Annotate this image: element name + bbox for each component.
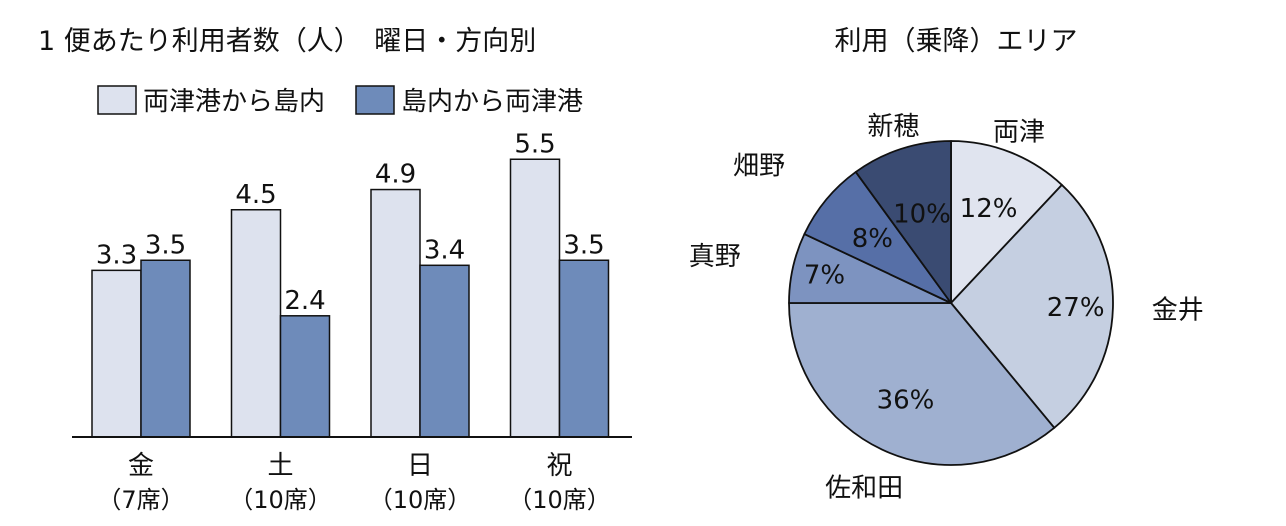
pie-value-label: 12% bbox=[960, 194, 1018, 224]
category-label: 土 bbox=[267, 451, 293, 481]
category-sublabel: （7席） bbox=[97, 486, 184, 514]
bar-value-label: 3.4 bbox=[424, 235, 465, 265]
pie-name-label: 畑野 bbox=[733, 152, 785, 182]
pie-slice-2 bbox=[950, 184, 1114, 429]
bar-2-3 bbox=[419, 264, 470, 438]
category-label: 祝 bbox=[546, 451, 572, 481]
bar-value-label: 3.5 bbox=[563, 230, 604, 260]
bar-value-label: 3.5 bbox=[145, 230, 186, 260]
pie-name-label: 新穂 bbox=[867, 112, 919, 142]
category-sublabel: （10席） bbox=[229, 486, 332, 514]
pie-chart-title: 利用（乗降）エリア bbox=[835, 26, 1078, 57]
pie-value-label: 27% bbox=[1047, 293, 1105, 323]
bar-value-label: 3.3 bbox=[96, 240, 137, 270]
bar-chart-title: 1 便あたり利用者数（人） 曜日・方向別 bbox=[38, 26, 536, 57]
pie-value-label: 7% bbox=[804, 261, 845, 291]
bar-1-2 bbox=[230, 209, 282, 438]
bar-value-label: 2.4 bbox=[284, 286, 325, 316]
bar-legend: 両津港から島内 島内から両津港 bbox=[97, 85, 583, 117]
pie-slice-3 bbox=[788, 302, 1056, 466]
bar-chart: 1 便あたり利用者数（人） 曜日・方向別 両津港から島内 島内から両津港 3.3… bbox=[38, 26, 632, 514]
pie-name-label: 真野 bbox=[689, 242, 741, 272]
legend-label-series-1: 両津港から島内 bbox=[143, 87, 325, 117]
pie-value-label: 10% bbox=[893, 200, 951, 230]
legend-label-series-2: 島内から両津港 bbox=[401, 87, 583, 117]
pie-name-label: 佐和田 bbox=[825, 474, 903, 504]
pie-chart: 利用（乗降）エリア 12% 両津 27% 金井 36% 佐和田 7% 真野 8% 畑野 10% 新穂 bbox=[689, 26, 1204, 504]
category-label: 金 bbox=[128, 451, 154, 481]
category-sublabel: （10席） bbox=[369, 486, 472, 514]
bar-2-2 bbox=[279, 315, 331, 438]
pie-slice-1 bbox=[950, 140, 1063, 304]
pie-labels: 12% 両津 27% 金井 36% 佐和田 7% 真野 8% 畑野 10% 新穂 bbox=[689, 112, 1204, 504]
bar-1-1 bbox=[91, 269, 142, 438]
bar-1-3 bbox=[370, 188, 421, 438]
bar-value-label: 5.5 bbox=[514, 129, 555, 159]
category-label: 日 bbox=[407, 451, 433, 481]
pie-value-label: 36% bbox=[877, 386, 935, 416]
legend-swatch-series-2 bbox=[355, 85, 395, 115]
bar-value-labels: 3.3 3.5 4.5 2.4 4.9 3.4 5.5 3.5 bbox=[96, 129, 605, 316]
legend-swatch-series-1 bbox=[97, 85, 137, 115]
bar-2-1 bbox=[140, 259, 191, 438]
pie-name-label: 両津 bbox=[993, 117, 1045, 147]
bar-marks bbox=[91, 158, 610, 438]
pie-slices bbox=[788, 140, 1114, 466]
bar-value-label: 4.9 bbox=[375, 160, 416, 190]
bar-2-4 bbox=[558, 259, 610, 438]
pie-slice-6 bbox=[854, 140, 952, 304]
pie-name-label: 金井 bbox=[1152, 295, 1204, 325]
bar-1-4 bbox=[509, 158, 561, 438]
bar-value-label: 4.5 bbox=[235, 180, 276, 210]
category-labels: 金 （7席） 土 （10席） 日 （10席） 祝 （10席） bbox=[97, 451, 610, 514]
category-sublabel: （10席） bbox=[508, 486, 611, 514]
pie-value-label: 8% bbox=[852, 224, 893, 254]
